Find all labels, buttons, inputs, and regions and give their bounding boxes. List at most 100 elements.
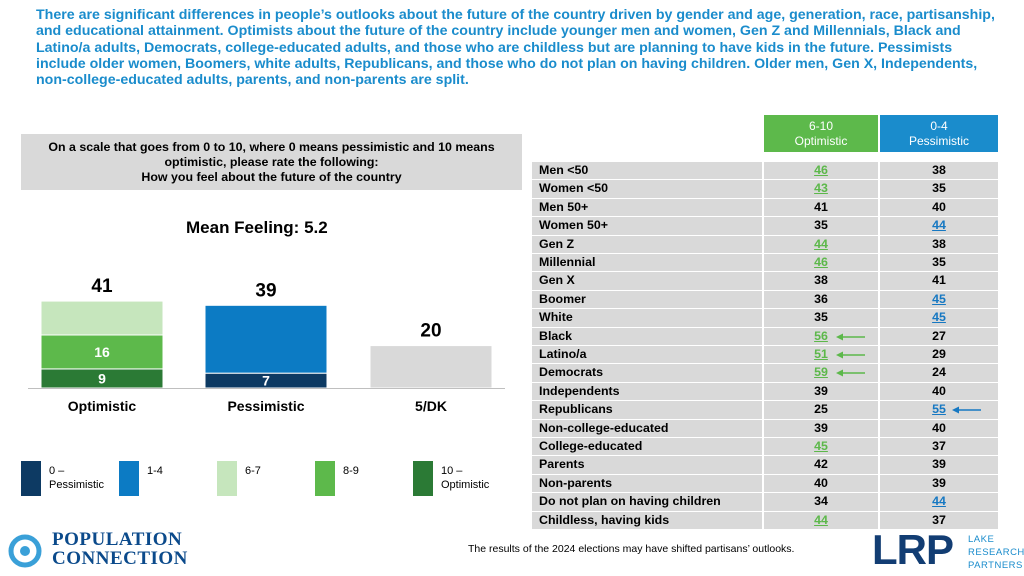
- row-label: Gen Z: [532, 235, 762, 253]
- pessimistic-value: 40: [880, 198, 998, 217]
- pessimistic-value: 27: [880, 327, 998, 345]
- row-label: White: [532, 309, 762, 327]
- row-label: Gen X: [532, 272, 762, 290]
- bar-segment-optimistic-6-7: [40, 300, 164, 336]
- table-row: Non-college-educated 39 40: [532, 419, 998, 438]
- lake-research-partners-logo: LRP LAKE RESEARCH PARTNERS: [872, 526, 1024, 574]
- pessimistic-value: 44: [880, 493, 998, 511]
- pessimistic-value: 38: [880, 235, 998, 253]
- row-label: Women <50: [532, 180, 762, 198]
- optimistic-value: 39: [764, 382, 878, 401]
- optimistic-value: 45: [764, 438, 878, 456]
- optimistic-value: 56: [764, 327, 878, 345]
- pessimistic-value: 55: [880, 401, 998, 419]
- table-row: Republicans 25 55: [532, 401, 998, 419]
- pessimistic-value: 40: [880, 419, 998, 437]
- legend-swatch: [119, 461, 139, 496]
- table-row: Men 50+ 41 40: [532, 198, 998, 217]
- row-label: Men <50: [532, 162, 762, 180]
- optimistic-value: 39: [764, 419, 878, 437]
- optimistic-value: 42: [764, 456, 878, 474]
- legend-label: 6-7: [245, 465, 261, 477]
- table-row: Black 56 27: [532, 327, 998, 346]
- table-row: Millennial 46 35: [532, 254, 998, 272]
- optimistic-value: 38: [764, 272, 878, 290]
- highlight-arrow-icon: [836, 369, 865, 377]
- logo-text: CONNECTION: [52, 548, 188, 569]
- highlight-arrow-icon: [836, 351, 865, 359]
- logo-text: LAKE: [968, 534, 995, 545]
- pessimistic-value: 35: [880, 254, 998, 272]
- row-label: Non-parents: [532, 474, 762, 493]
- optimistic-value: 46: [764, 162, 878, 180]
- row-label: Boomer: [532, 290, 762, 309]
- table-row: Women 50+ 35 44: [532, 217, 998, 235]
- table-row: Childless, having kids 44 37: [532, 511, 998, 530]
- pessimistic-value: 40: [880, 382, 998, 401]
- pessimistic-value: 45: [880, 290, 998, 309]
- mean-feeling-label: Mean Feeling: 5.2: [186, 218, 328, 237]
- category-label-pessimistic: Pessimistic: [227, 398, 305, 414]
- legend-swatch: [21, 461, 41, 496]
- category-label-5-dk: 5/DK: [415, 398, 447, 414]
- logo-text: POPULATION: [52, 529, 183, 550]
- row-label: Democrats: [532, 364, 762, 382]
- legend-label: 8-9: [343, 465, 359, 477]
- highlight-arrow-icon: [836, 333, 865, 341]
- population-connection-logo: POPULATION CONNECTION: [6, 527, 196, 573]
- stacked-bar-chart: 9 16 41 7 39 20: [28, 276, 505, 389]
- footnote: The results of the 2024 elections may ha…: [468, 543, 795, 555]
- optimistic-value: 41: [764, 198, 878, 217]
- optimistic-value: 35: [764, 217, 878, 235]
- survey-question-box: On a scale that goes from 0 to 10, where…: [21, 134, 522, 190]
- optimistic-value: 36: [764, 290, 878, 309]
- segment-data-label: 7: [262, 373, 270, 389]
- row-label: Independents: [532, 382, 762, 401]
- lrp-wordmark: LRP: [872, 526, 954, 573]
- optimistic-value: 35: [764, 309, 878, 327]
- pessimistic-value: 41: [880, 272, 998, 290]
- slide-headline: There are significant differences in peo…: [36, 7, 995, 89]
- highlight-arrow-icon: [952, 406, 981, 414]
- table-row: Men <50 46 38: [532, 162, 998, 180]
- legend-label: 10 – Optimistic: [441, 465, 490, 491]
- legend-swatch: [315, 461, 335, 496]
- optimistic-value: 44: [764, 511, 878, 529]
- table-row: Gen Z 44 38: [532, 235, 998, 254]
- table-row: Do not plan on having children 34 44: [532, 493, 998, 511]
- row-label: Men 50+: [532, 198, 762, 217]
- optimistic-value: 59: [764, 364, 878, 382]
- segment-data-label: 9: [98, 370, 106, 386]
- bar-segment-optimistic-8-9: [40, 334, 164, 370]
- bar-segment-pessimistic-1-4: [204, 304, 328, 374]
- bar-segment-5-dk-5-dk: [369, 345, 493, 389]
- table-row: Gen X 38 41: [532, 272, 998, 290]
- table-row: Democrats 59 24: [532, 364, 998, 382]
- optimistic-value: 34: [764, 493, 878, 511]
- pessimistic-value: 29: [880, 346, 998, 364]
- pessimistic-value: 37: [880, 511, 998, 529]
- table-row: College-educated 45 37: [532, 438, 998, 456]
- row-label: Do not plan on having children: [532, 493, 762, 511]
- pessimistic-value: 37: [880, 438, 998, 456]
- row-label: Republicans: [532, 401, 762, 419]
- pessimistic-value: 39: [880, 456, 998, 474]
- segment-data-label: 16: [94, 344, 110, 360]
- row-label: Women 50+: [532, 217, 762, 235]
- optimistic-value: 25: [764, 401, 878, 419]
- question-line-1: On a scale that goes from 0 to 10, where…: [48, 140, 495, 154]
- bar-total-label: 20: [420, 321, 441, 342]
- row-label: Non-college-educated: [532, 419, 762, 437]
- table-row: Independents 39 40: [532, 382, 998, 401]
- table-row: Parents 42 39: [532, 456, 998, 474]
- bar-total-label: 41: [91, 276, 113, 297]
- optimistic-value: 44: [764, 235, 878, 253]
- legend-label: 1-4: [147, 465, 163, 477]
- table-row: White 35 45: [532, 309, 998, 327]
- table-row: Boomer 36 45: [532, 290, 998, 309]
- logo-text: RESEARCH: [968, 547, 1024, 558]
- optimistic-value: 46: [764, 254, 878, 272]
- population-connection-mark-icon: [8, 534, 42, 568]
- row-label: Latino/a: [532, 346, 762, 364]
- pessimistic-value: 35: [880, 180, 998, 198]
